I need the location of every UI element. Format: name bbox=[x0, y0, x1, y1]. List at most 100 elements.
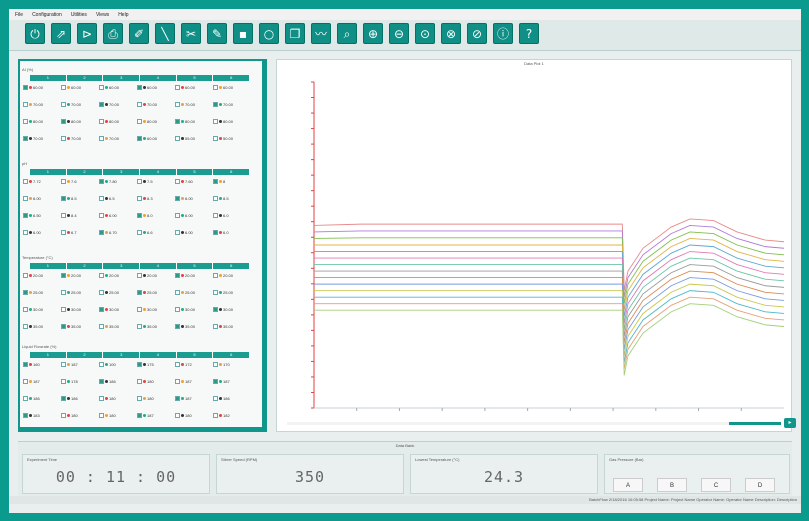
cell-checkbox[interactable] bbox=[137, 119, 142, 125]
cell-value[interactable]: 6.0 bbox=[223, 213, 229, 218]
cell-checkbox[interactable] bbox=[137, 179, 142, 185]
cell-value[interactable]: 20.00 bbox=[147, 273, 158, 278]
menu-configuration[interactable]: Configuration bbox=[32, 11, 62, 18]
menu-file[interactable]: File bbox=[15, 11, 24, 18]
cell-checkbox[interactable] bbox=[213, 230, 218, 236]
cell-checkbox[interactable] bbox=[99, 230, 104, 236]
cell-checkbox[interactable] bbox=[99, 102, 104, 108]
cell-checkbox[interactable] bbox=[99, 136, 104, 142]
cell-value[interactable]: 182 bbox=[223, 413, 230, 418]
cell-value[interactable]: 80.00 bbox=[109, 119, 120, 124]
cell-value[interactable]: 186 bbox=[33, 396, 40, 401]
scrollbar-thumb[interactable] bbox=[729, 422, 781, 425]
cell-checkbox[interactable] bbox=[61, 379, 66, 385]
menu-utilities[interactable]: Utilities bbox=[70, 11, 87, 18]
export-button[interactable]: ⇗ bbox=[51, 23, 71, 44]
cell-checkbox[interactable] bbox=[137, 379, 142, 385]
gas-button-b[interactable]: B bbox=[657, 478, 687, 492]
cell-checkbox[interactable] bbox=[23, 102, 28, 108]
cell-value[interactable]: 25.00 bbox=[33, 290, 44, 295]
cell-checkbox[interactable] bbox=[61, 290, 66, 296]
cell-value[interactable]: 70.00 bbox=[185, 102, 196, 107]
cell-checkbox[interactable] bbox=[23, 230, 28, 236]
menu-views[interactable]: Views bbox=[95, 11, 110, 18]
cell-value[interactable]: 70.00 bbox=[33, 136, 44, 141]
cell-checkbox[interactable] bbox=[175, 379, 180, 385]
cell-checkbox[interactable] bbox=[99, 179, 104, 185]
cell-checkbox[interactable] bbox=[23, 362, 28, 368]
cell-value[interactable]: 30.00 bbox=[147, 307, 158, 312]
cell-value[interactable]: 6.50 bbox=[33, 213, 41, 218]
cell-value[interactable]: 70.00 bbox=[147, 102, 158, 107]
cell-value[interactable]: 6.5 bbox=[109, 196, 115, 201]
cell-value[interactable]: 55.00 bbox=[185, 136, 196, 141]
cell-value[interactable]: 178 bbox=[71, 379, 78, 384]
cell-value[interactable]: 7.6 bbox=[71, 179, 77, 184]
zoom-out-button[interactable]: ⊖ bbox=[389, 23, 409, 44]
cell-value[interactable]: 20.00 bbox=[33, 273, 44, 278]
cell-value[interactable]: 50.00 bbox=[223, 136, 234, 141]
cell-checkbox[interactable] bbox=[213, 396, 218, 402]
cell-checkbox[interactable] bbox=[137, 307, 142, 313]
cell-checkbox[interactable] bbox=[61, 85, 66, 91]
cell-value[interactable]: 187 bbox=[223, 379, 230, 384]
cell-value[interactable]: 175 bbox=[147, 362, 154, 367]
cell-checkbox[interactable] bbox=[213, 102, 218, 108]
cell-checkbox[interactable] bbox=[213, 413, 218, 419]
zoom-in-button[interactable]: ⊕ bbox=[363, 23, 383, 44]
cell-checkbox[interactable] bbox=[23, 307, 28, 313]
gas-button-a[interactable]: A bbox=[613, 478, 643, 492]
cell-checkbox[interactable] bbox=[175, 102, 180, 108]
cell-value[interactable]: 6.00 bbox=[109, 213, 117, 218]
cell-value[interactable]: 70.00 bbox=[109, 136, 120, 141]
cell-value[interactable]: 20.00 bbox=[185, 273, 196, 278]
cell-checkbox[interactable] bbox=[137, 290, 142, 296]
cell-value[interactable]: 180 bbox=[109, 413, 116, 418]
cell-checkbox[interactable] bbox=[213, 85, 218, 91]
cell-value[interactable]: 187 bbox=[147, 413, 154, 418]
cell-checkbox[interactable] bbox=[23, 136, 28, 142]
cell-value[interactable]: 20.00 bbox=[109, 273, 120, 278]
cell-checkbox[interactable] bbox=[175, 307, 180, 313]
power-button[interactable]: ⏻ bbox=[25, 23, 45, 44]
pen-button[interactable]: ✎ bbox=[207, 23, 227, 44]
cell-value[interactable]: 20.00 bbox=[223, 273, 234, 278]
cell-value[interactable]: 6.00 bbox=[185, 196, 193, 201]
cell-checkbox[interactable] bbox=[213, 213, 218, 219]
print-button[interactable]: ⎙ bbox=[103, 23, 123, 44]
cell-checkbox[interactable] bbox=[61, 362, 66, 368]
cell-checkbox[interactable] bbox=[99, 413, 104, 419]
cell-checkbox[interactable] bbox=[23, 85, 28, 91]
cell-value[interactable]: 100 bbox=[109, 362, 116, 367]
panel-horizontal-scrollbar[interactable] bbox=[20, 427, 265, 430]
cell-value[interactable]: 180 bbox=[71, 413, 78, 418]
cell-value[interactable]: 6.6 bbox=[147, 230, 153, 235]
cell-checkbox[interactable] bbox=[61, 119, 66, 125]
cell-value[interactable]: 30.00 bbox=[71, 307, 82, 312]
cell-checkbox[interactable] bbox=[137, 102, 142, 108]
cell-checkbox[interactable] bbox=[61, 273, 66, 279]
cell-value[interactable]: 60.00 bbox=[33, 85, 44, 90]
cell-checkbox[interactable] bbox=[213, 324, 218, 330]
cell-value[interactable]: 25.00 bbox=[147, 290, 158, 295]
cell-value[interactable]: 6.7 bbox=[71, 230, 77, 235]
brush-button[interactable]: ✐ bbox=[129, 23, 149, 44]
cell-value[interactable]: 35.00 bbox=[33, 324, 44, 329]
cell-value[interactable]: 35.00 bbox=[185, 324, 196, 329]
connect-button[interactable]: ⊳ bbox=[77, 23, 97, 44]
cell-value[interactable]: 6.00 bbox=[33, 196, 41, 201]
cell-value[interactable]: 30.00 bbox=[33, 307, 44, 312]
cell-value[interactable]: 80.00 bbox=[185, 119, 196, 124]
cell-checkbox[interactable] bbox=[213, 179, 218, 185]
cell-value[interactable]: 35.00 bbox=[147, 324, 158, 329]
cell-checkbox[interactable] bbox=[23, 379, 28, 385]
gas-button-c[interactable]: C bbox=[701, 478, 731, 492]
cell-value[interactable]: 180 bbox=[147, 396, 154, 401]
cell-value[interactable]: 60.00 bbox=[147, 85, 158, 90]
cell-checkbox[interactable] bbox=[137, 324, 142, 330]
cell-checkbox[interactable] bbox=[175, 413, 180, 419]
cell-value[interactable]: 7.5 bbox=[147, 179, 153, 184]
cell-checkbox[interactable] bbox=[137, 136, 142, 142]
cell-checkbox[interactable] bbox=[137, 273, 142, 279]
cell-checkbox[interactable] bbox=[213, 196, 218, 202]
